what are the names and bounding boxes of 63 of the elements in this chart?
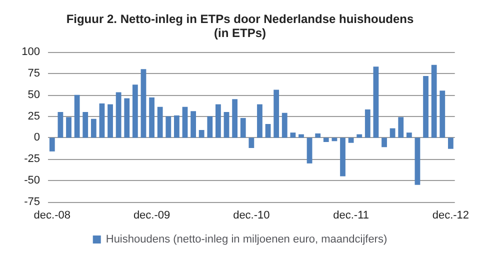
x-tick-label: dec.-09	[133, 210, 170, 222]
y-tick-label: 100	[22, 46, 40, 58]
bar	[166, 116, 172, 138]
bar	[207, 116, 213, 138]
bar	[323, 138, 329, 142]
chart-title: Figuur 2. Netto-inleg in ETPs door Nederlandse huishoudens	[66, 12, 414, 26]
y-tick-label: 0	[34, 132, 40, 144]
bar	[232, 99, 238, 138]
bar	[332, 138, 338, 142]
x-tick-label: dec.-11	[333, 210, 369, 222]
bar	[157, 106, 163, 138]
bar	[224, 112, 230, 138]
bar	[74, 94, 80, 138]
y-tick-label: 75	[28, 67, 40, 80]
bar	[274, 90, 280, 138]
bar	[348, 138, 354, 143]
bar	[257, 104, 262, 138]
bar	[398, 117, 404, 138]
bar	[140, 69, 146, 138]
y-tick-label: -75	[24, 196, 40, 208]
bar	[423, 76, 428, 138]
bar	[382, 138, 387, 148]
y-tick-label: -25	[24, 153, 40, 166]
bar	[364, 109, 370, 138]
y-tick-label: 50	[28, 88, 40, 101]
x-tick-label: dec.-10	[233, 210, 270, 222]
bar	[90, 118, 96, 138]
bar	[448, 138, 454, 149]
bar	[431, 64, 437, 138]
bar	[306, 138, 312, 164]
bar	[198, 130, 204, 138]
bar	[99, 103, 105, 138]
bar	[149, 97, 154, 138]
bar	[49, 138, 55, 152]
bar	[373, 66, 379, 138]
bar	[248, 138, 254, 148]
bar	[182, 106, 188, 138]
bar	[282, 112, 288, 138]
bar	[174, 115, 180, 138]
chart-subtitle: (in ETPs)	[214, 26, 266, 40]
x-tick-label: dec.-08	[34, 210, 71, 222]
bar	[216, 104, 221, 138]
bar	[406, 132, 412, 138]
bar	[265, 124, 271, 138]
y-tick-label: 25	[28, 110, 40, 122]
bar	[290, 132, 296, 138]
bar	[190, 111, 196, 138]
bar	[58, 112, 64, 138]
bar	[340, 138, 346, 176]
bar	[132, 84, 138, 138]
bar	[66, 117, 72, 138]
bar	[240, 118, 246, 138]
bar	[108, 104, 113, 138]
bar	[124, 98, 130, 138]
legend-label: Huishoudens (netto-inleg in miljoenen euro, maandcijfers)	[106, 234, 388, 246]
bar	[315, 133, 321, 138]
bar	[116, 92, 122, 138]
bar	[414, 138, 420, 185]
bar	[440, 90, 446, 138]
x-tick-label: dec.-12	[432, 210, 470, 222]
bar	[390, 128, 396, 138]
y-tick-label: -50	[24, 174, 40, 187]
bar	[82, 112, 88, 138]
